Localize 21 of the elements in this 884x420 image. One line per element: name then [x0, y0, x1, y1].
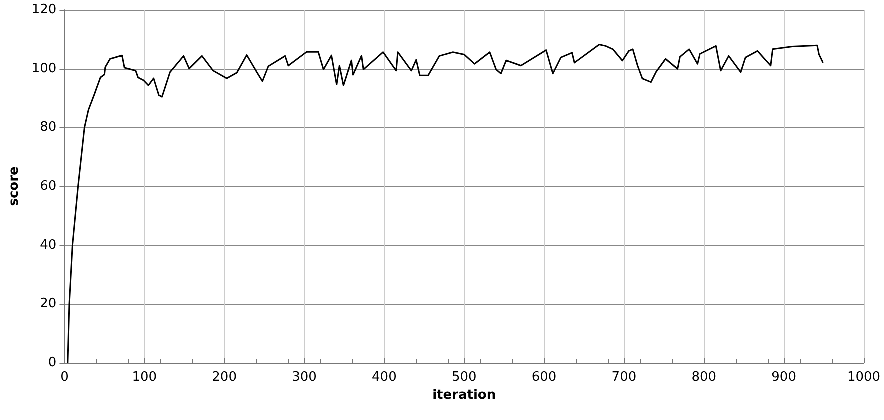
x-tick-label: 800 [692, 370, 717, 385]
x-tick-label: 300 [292, 370, 317, 385]
x-tick-label: 700 [612, 370, 637, 385]
y-tick-label: 60 [40, 179, 57, 194]
y-tick-label: 80 [40, 120, 57, 136]
line-series [67, 44, 824, 364]
y-tick-label: 40 [40, 238, 57, 253]
y-tick-label: 120 [32, 2, 57, 18]
x-tick-label: 100 [132, 370, 158, 385]
y-tick-label: 0 [48, 356, 57, 370]
y-axis-title: score [7, 166, 22, 206]
x-tick-label: 900 [772, 370, 796, 385]
x-tick-label: 1000 [847, 370, 881, 385]
x-tick-label: 0 [60, 370, 69, 385]
x-tick-label: 500 [452, 370, 477, 385]
y-tick-label: 100 [32, 61, 57, 76]
x-axis-title: iteration [432, 388, 496, 403]
x-tick-label: 400 [372, 370, 397, 385]
y-tick-label: 20 [40, 296, 57, 312]
x-tick-label: 600 [532, 370, 557, 385]
x-tick-label: 200 [212, 370, 237, 385]
